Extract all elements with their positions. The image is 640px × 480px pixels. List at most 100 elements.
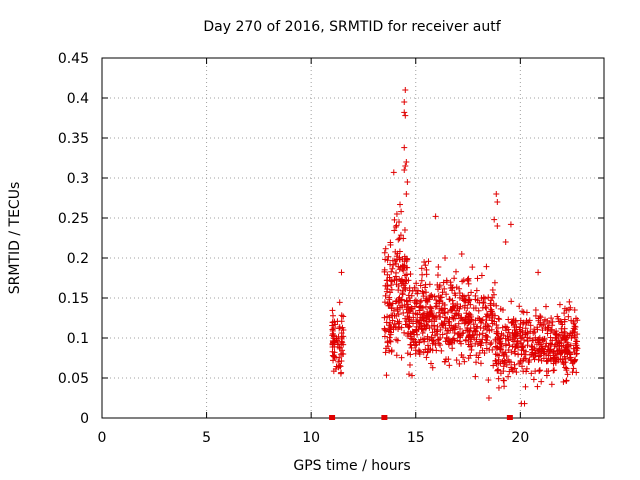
data-point: [548, 341, 555, 348]
data-point: [449, 345, 456, 352]
data-point: [498, 346, 505, 353]
data-point: [401, 226, 408, 233]
data-point: [455, 312, 462, 319]
data-point: [411, 299, 418, 306]
data-point: [384, 338, 391, 345]
data-point: [506, 342, 513, 349]
data-point: [485, 377, 492, 384]
data-point: [400, 267, 407, 274]
data-point: [474, 297, 481, 304]
data-point: [487, 341, 494, 348]
data-point: [429, 347, 436, 354]
data-point: [540, 355, 547, 362]
data-point: [527, 351, 534, 358]
data-point: [458, 251, 465, 257]
data-point: [384, 257, 391, 264]
data-point: [329, 327, 336, 334]
data-point: [396, 235, 403, 242]
data-point: [475, 354, 482, 361]
data-point: [409, 372, 416, 379]
data-point: [544, 357, 551, 364]
data-point: [451, 275, 458, 282]
data-point: [562, 348, 569, 355]
data-point: [331, 353, 338, 360]
data-point: [568, 317, 575, 324]
data-point: [563, 334, 570, 341]
data-point: [523, 368, 530, 375]
data-point: [538, 343, 545, 350]
data-point: [565, 313, 572, 320]
data-point: [406, 323, 413, 330]
data-point: [553, 335, 560, 342]
data-point: [392, 223, 399, 230]
data-point: [330, 335, 337, 342]
data-point: [574, 345, 581, 352]
data-point: [432, 303, 439, 310]
data-point: [511, 361, 518, 368]
data-point: [403, 255, 410, 262]
data-point: [449, 297, 456, 304]
data-point: [562, 355, 569, 362]
data-point: [472, 340, 479, 347]
data-point: [435, 286, 441, 293]
data-point: [502, 239, 509, 245]
data-point: [419, 288, 426, 295]
data-point: [388, 286, 395, 293]
data-point: [413, 280, 420, 287]
data-point: [478, 339, 485, 346]
data-point: [389, 265, 396, 272]
data-point: [401, 329, 408, 336]
data-point: [475, 307, 482, 314]
data-point: [496, 340, 503, 347]
data-point: [507, 221, 514, 228]
data-point: [386, 334, 393, 341]
data-point: [545, 324, 552, 331]
data-point: [468, 336, 475, 343]
data-point: [571, 349, 578, 356]
data-point: [404, 309, 411, 316]
data-point: [443, 277, 450, 284]
data-point: [566, 354, 573, 361]
data-point: [435, 340, 442, 347]
data-point: [433, 312, 440, 319]
data-point: [521, 400, 528, 407]
data-point: [338, 318, 345, 325]
data-point: [423, 266, 430, 273]
data-point: [410, 314, 417, 321]
data-point: [530, 353, 537, 360]
data-point: [488, 308, 495, 315]
data-point: [456, 338, 463, 345]
chart-title: Day 270 of 2016, SRMTID for receiver aut…: [203, 19, 501, 35]
data-point: [335, 358, 342, 365]
data-point: [381, 333, 388, 340]
data-point: [405, 277, 412, 284]
data-point: [434, 323, 441, 330]
data-point: [537, 314, 544, 321]
data-point: [470, 321, 477, 328]
data-point: [338, 358, 345, 365]
data-point: [496, 352, 503, 359]
data-point: [553, 331, 560, 338]
data-point: [465, 275, 472, 282]
data-point: [532, 307, 539, 314]
data-point: [511, 324, 518, 331]
data-point: [538, 378, 545, 385]
data-point: [544, 330, 551, 337]
data-point: [418, 265, 425, 272]
data-point: [559, 349, 566, 356]
data-point: [433, 300, 440, 307]
data-point: [494, 344, 501, 351]
data-point: [496, 336, 503, 343]
data-point: [414, 290, 421, 297]
data-point: [534, 324, 541, 331]
x-tick-label: 15: [407, 430, 425, 446]
data-point: [383, 319, 390, 326]
data-point: [573, 369, 580, 376]
data-point: [465, 355, 472, 362]
data-point: [450, 315, 457, 322]
data-point: [414, 331, 421, 338]
data-point: [466, 310, 473, 317]
data-point: [561, 310, 568, 317]
data-point: [400, 282, 407, 289]
data-point: [402, 112, 409, 119]
